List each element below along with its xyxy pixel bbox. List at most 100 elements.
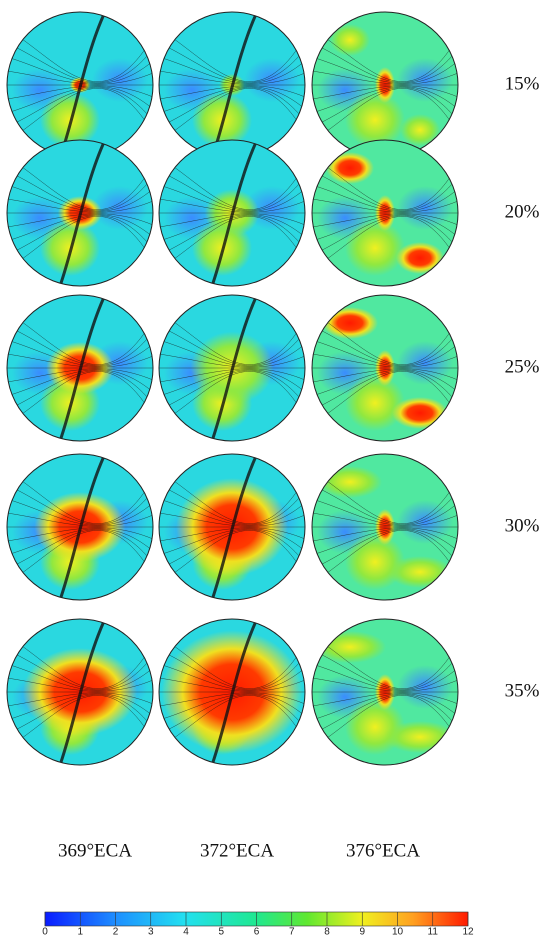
column-label: 372°ECA — [200, 840, 274, 861]
streamline — [58, 140, 107, 286]
streamline — [312, 170, 458, 211]
streamline — [7, 170, 153, 211]
streamline — [312, 88, 458, 142]
plot-outline — [311, 294, 459, 442]
plot-outline — [6, 618, 154, 766]
streamline — [210, 295, 259, 441]
streamline — [7, 635, 153, 689]
column-label: 376°ECA — [346, 840, 420, 861]
streamline — [159, 498, 305, 526]
contour-plot — [159, 454, 305, 600]
streamline — [7, 663, 153, 691]
streamline — [312, 368, 458, 383]
streamline — [210, 454, 259, 600]
streamline — [159, 325, 305, 366]
streamline — [312, 87, 458, 128]
row-label: 35% — [505, 680, 540, 701]
streamline — [312, 156, 458, 210]
streamline — [312, 216, 458, 270]
streamline — [312, 86, 458, 114]
streamline — [312, 85, 458, 100]
streamline — [159, 470, 305, 524]
blob — [392, 397, 448, 429]
streamline — [312, 198, 458, 213]
streamline — [7, 470, 153, 524]
streamline — [159, 28, 305, 82]
plot-outline — [158, 618, 306, 766]
streamline — [312, 370, 458, 411]
streamline — [7, 156, 153, 210]
streamline — [7, 339, 153, 367]
streamline — [312, 528, 458, 556]
colorbar-tick-label: 0 — [42, 927, 48, 938]
contour-plot — [159, 295, 305, 441]
streamline — [312, 677, 458, 692]
streamline — [7, 42, 153, 83]
plot-outline — [6, 453, 154, 601]
streamline — [159, 663, 305, 691]
contour-plot — [7, 295, 153, 441]
streamline — [159, 184, 305, 212]
contour-plot — [159, 619, 305, 765]
streamline — [312, 184, 458, 212]
contour-plot — [312, 295, 458, 441]
streamline — [312, 311, 458, 365]
colorbar-tick-label: 9 — [359, 927, 365, 938]
colorbar-tick-label: 3 — [148, 927, 154, 938]
streamline — [312, 498, 458, 526]
streamline — [7, 498, 153, 526]
contour-plot — [312, 619, 458, 765]
streamline — [7, 56, 153, 84]
streamline — [312, 695, 458, 749]
streamline — [7, 311, 153, 365]
contour-plot — [159, 12, 305, 158]
streamline — [312, 649, 458, 690]
row-label: 20% — [505, 201, 540, 222]
streamline — [159, 156, 305, 210]
streamline — [312, 56, 458, 84]
streamline — [7, 325, 153, 366]
contour-plot — [7, 454, 153, 600]
plot-outline — [158, 453, 306, 601]
streamline — [312, 663, 458, 691]
colorbar-tick-label: 4 — [183, 927, 189, 938]
contour-plot — [7, 619, 153, 765]
streamline — [159, 649, 305, 690]
plot-outline — [6, 139, 154, 287]
contour-plot — [159, 140, 305, 286]
blob — [330, 24, 370, 56]
streamline — [210, 619, 259, 765]
streamline — [312, 42, 458, 83]
colorbar-tick-label: 8 — [324, 927, 330, 938]
streamline — [7, 484, 153, 525]
colorbar-tick-label: 7 — [289, 927, 295, 938]
streamline — [58, 295, 107, 441]
streamline — [312, 529, 458, 570]
row-label: 30% — [505, 515, 540, 536]
streamline — [7, 649, 153, 690]
streamline — [58, 619, 107, 765]
plot-outline — [311, 618, 459, 766]
contour-plot — [312, 140, 458, 286]
streamline — [159, 484, 305, 525]
streamline — [159, 311, 305, 365]
blob — [314, 631, 386, 663]
streamline — [312, 692, 458, 707]
streamline — [159, 170, 305, 211]
blob — [345, 92, 405, 148]
streamline — [159, 56, 305, 84]
blob — [384, 721, 456, 753]
streamline — [312, 214, 458, 242]
colorbar-tick-label: 5 — [218, 927, 224, 938]
contour-plot — [312, 454, 458, 600]
streamline — [159, 42, 305, 83]
blob — [396, 242, 444, 274]
streamline — [312, 215, 458, 256]
row-label: 15% — [505, 73, 540, 94]
blob — [400, 114, 440, 146]
contour-plot — [7, 12, 153, 158]
colorbar-tick-label: 10 — [392, 927, 404, 938]
streamline — [312, 213, 458, 228]
streamline — [159, 635, 305, 689]
